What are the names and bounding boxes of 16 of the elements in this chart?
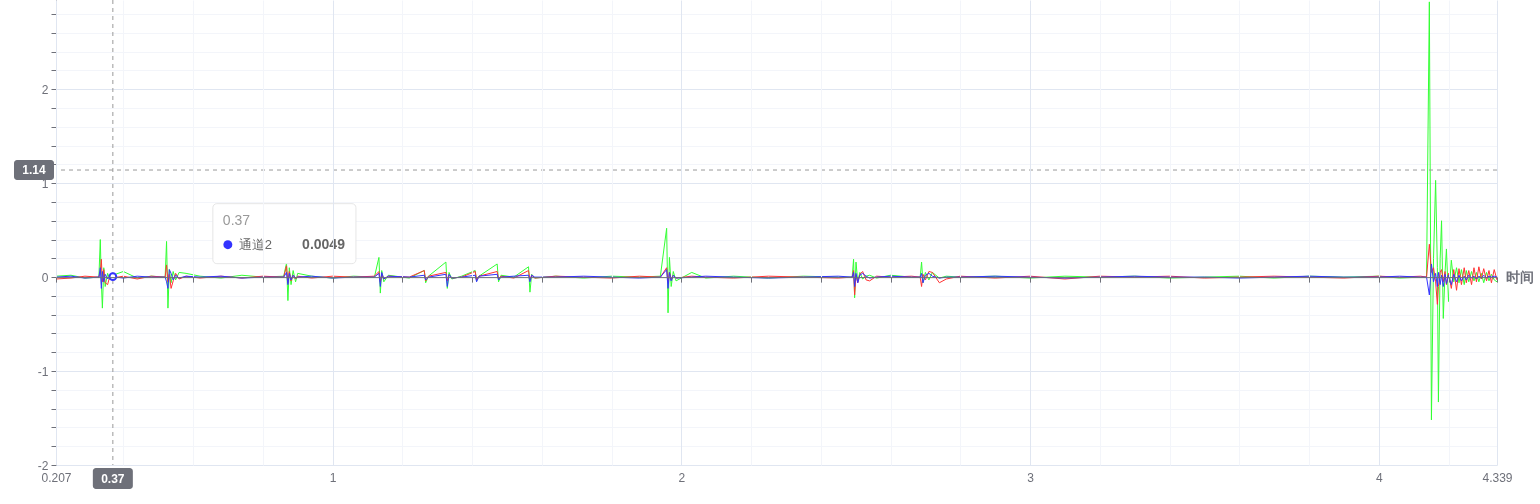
x-tick-label: 3 xyxy=(1027,470,1035,485)
x-axis-title: 时间 xyxy=(1505,268,1534,285)
legend-label: 通道2 xyxy=(238,236,273,252)
y-tick-label: -2 xyxy=(37,458,49,473)
x-tick-label: 0.207 xyxy=(41,470,72,485)
y-tick-label: 0 xyxy=(41,270,49,285)
ref-line-label: 0.37 xyxy=(101,471,125,486)
x-tick-label: 4.339 xyxy=(1482,470,1513,485)
y-tick-label: -1 xyxy=(37,364,49,379)
ref-line-label: 1.14 xyxy=(22,163,46,178)
x-tick-label: 1 xyxy=(329,470,337,485)
x-tick-label: 4 xyxy=(1375,470,1383,485)
y-tick-label: 2 xyxy=(41,82,49,97)
x-tick-label: 2 xyxy=(678,470,686,485)
annotation: 0.37 xyxy=(222,211,251,228)
annotation: 0.0049 xyxy=(302,235,346,252)
